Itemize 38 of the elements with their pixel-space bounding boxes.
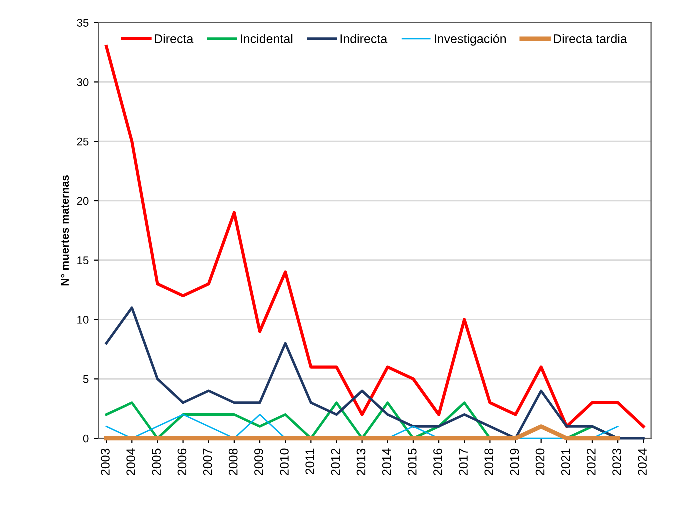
x-tick-label: 2021 <box>561 448 570 476</box>
x-tick-label: 2003 <box>101 448 110 476</box>
x-tick-label: 2007 <box>203 448 212 476</box>
x-tick-label: 2015 <box>408 448 417 476</box>
y-tick-label: 15 <box>78 256 89 265</box>
x-tick-label: 2008 <box>228 448 238 476</box>
x-tick-label: 2010 <box>280 448 289 476</box>
y-tick-label: 30 <box>77 78 89 86</box>
x-tick-label: 2014 <box>382 448 392 476</box>
line-series <box>105 306 645 440</box>
y-tick-label: 35 <box>77 19 89 27</box>
y-tick-label: 10 <box>78 316 89 324</box>
x-tick-label: 2016 <box>434 448 442 476</box>
x-tick-label: 2011 <box>306 448 315 475</box>
y-tick-label: 25 <box>77 138 89 146</box>
y-tick-label: 5 <box>83 376 89 384</box>
x-tick-label: 2017 <box>459 448 468 476</box>
x-tick-label: 2024 <box>638 448 647 476</box>
y-axis-title: N° muertes maternas <box>61 176 70 286</box>
x-tick-label: 2022 <box>586 448 596 476</box>
legend-label: Investigación <box>435 34 506 46</box>
legend-label: Directa tardia <box>554 34 628 44</box>
line-series <box>105 45 646 428</box>
x-tick-label: 2018 <box>484 448 494 476</box>
x-tick-label: 2012 <box>331 448 340 476</box>
legend-label: Directa <box>155 34 194 44</box>
x-tick-label: 2013 <box>356 448 366 476</box>
x-tick-label: 2020 <box>536 448 545 476</box>
x-tick-label: 2006 <box>178 448 187 476</box>
x-tick-label: 2023 <box>612 448 622 476</box>
y-tick-label: 0 <box>83 434 89 443</box>
x-tick-label: 2019 <box>510 448 520 476</box>
x-tick-label: 2009 <box>254 448 264 476</box>
legend-label: Indirecta <box>340 34 388 44</box>
legend-label: Incidental <box>241 34 293 44</box>
x-tick-label: 2004 <box>126 448 136 476</box>
x-tick-label: 2005 <box>152 448 162 476</box>
y-tick-label: 20 <box>77 197 89 206</box>
